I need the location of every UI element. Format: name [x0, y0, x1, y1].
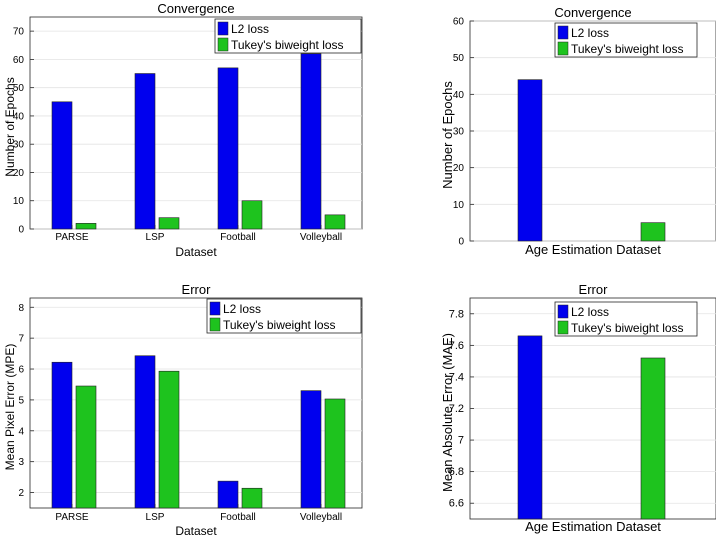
x-tick-label: Volleyball — [300, 232, 342, 243]
legend-swatch — [557, 304, 569, 319]
bar-tukey-loss — [640, 222, 666, 242]
x-tick-label: PARSE — [55, 232, 88, 243]
bar-tukey-loss-football — [241, 200, 263, 230]
chart-panel-3: 2 3 4 5 6 7 8 PARSE LSP Football Volleyball Error Da… — [3, 282, 363, 537]
legend-swatch — [557, 320, 569, 335]
chart-title: Convergence — [554, 5, 631, 20]
y-axis-label: Mean Absolute Error (MAE) — [440, 333, 455, 492]
x-tick-label: Volleyball — [300, 512, 342, 523]
y-tick-label: 7 — [458, 435, 464, 447]
legend-box — [554, 22, 698, 58]
y-tick-label: 10 — [453, 200, 465, 211]
y-tick-label: 7.6 — [449, 340, 464, 352]
y-axis-label: Number of Epochs — [440, 81, 455, 189]
y-tick-label: 10 — [13, 196, 25, 207]
y-tick-label: 4 — [18, 426, 24, 437]
bar-tukey-loss — [640, 357, 666, 520]
chart-panel-2: 0 10 20 30 40 50 60 Convergence Age Estimation D… — [440, 5, 716, 257]
legend-entry: L2 loss — [231, 22, 269, 36]
y-tick-label: 30 — [13, 140, 25, 151]
y-tick-label: 7.2 — [449, 403, 464, 415]
legend-entry: Tukey's biweight loss — [223, 318, 336, 332]
legend: L2 loss Tukey's biweight loss — [554, 22, 698, 58]
legend-box — [554, 301, 698, 337]
chart-title: Error — [579, 282, 609, 297]
x-tick-label: Football — [220, 232, 256, 243]
bar-l2-loss-volleyball — [300, 390, 322, 509]
bar-tukey-loss-lsp — [158, 217, 180, 230]
chart-title: Convergence — [157, 1, 234, 16]
y-axis-label: Mean Pixel Error (MPE) — [3, 344, 17, 471]
y-tick-label: 7.4 — [449, 371, 464, 383]
y-tick-label: 6 — [18, 365, 24, 376]
legend: L2 loss Tukey's biweight loss — [214, 18, 362, 54]
bar-tukey-loss-parse — [75, 223, 97, 230]
bar-tukey-loss-parse — [75, 385, 97, 509]
y-tick-label: 20 — [453, 163, 465, 174]
legend-box — [214, 18, 362, 54]
legend-swatch — [209, 301, 221, 316]
y-tick-label: 6.8 — [449, 466, 464, 478]
bar-l2-loss-lsp — [134, 355, 156, 509]
y-tick-label: 70 — [13, 27, 25, 38]
legend-swatch — [209, 317, 221, 332]
y-tick-label: 20 — [13, 168, 25, 179]
y-tick-label: 40 — [13, 111, 25, 122]
y-tick-label: 50 — [13, 83, 25, 94]
legend-swatch — [217, 37, 229, 52]
y-tick-label: 7.8 — [449, 308, 464, 320]
x-tick-label: Football — [220, 512, 256, 523]
y-tick-label: 60 — [453, 17, 465, 28]
legend-entry: L2 loss — [571, 26, 609, 40]
bar-tukey-loss-volleyball — [324, 214, 346, 230]
y-tick-label: 8 — [18, 303, 24, 314]
y-tick-label: 40 — [453, 90, 465, 101]
y-tick-label: 50 — [453, 53, 465, 64]
legend-swatch — [217, 21, 229, 36]
y-tick-label: 7 — [18, 334, 24, 345]
legend-entry: Tukey's biweight loss — [231, 38, 344, 52]
bar-tukey-loss-football — [241, 487, 263, 509]
bar-l2-loss-football — [217, 480, 239, 509]
x-tick-label: LSP — [146, 512, 165, 523]
bar-l2-loss-parse — [51, 101, 73, 230]
bar-l2-loss-lsp — [134, 73, 156, 230]
y-tick-label: 0 — [18, 225, 24, 236]
y-tick-label: 3 — [18, 457, 24, 468]
legend: L2 loss Tukey's biweight loss — [206, 298, 362, 334]
legend-entry: Tukey's biweight loss — [571, 321, 684, 335]
y-tick-label: 2 — [18, 488, 24, 499]
bar-tukey-loss-volleyball — [324, 398, 346, 509]
y-tick-label: 60 — [13, 55, 25, 66]
legend-entry: L2 loss — [223, 302, 261, 316]
chart-panel-1: 0 10 20 30 40 50 60 70 PARSE LSP Football Volleybal… — [3, 1, 363, 259]
bar-l2-loss — [517, 335, 543, 520]
legend-entry: Tukey's biweight loss — [571, 42, 684, 56]
legend-entry: L2 loss — [571, 305, 609, 319]
x-tick-label: PARSE — [55, 512, 88, 523]
legend: L2 loss Tukey's biweight loss — [554, 301, 698, 337]
bar-l2-loss-parse — [51, 361, 73, 509]
y-tick-label: 6.6 — [449, 498, 464, 510]
chart-panel-4: 6.6 6.8 7 7.2 7.4 7.6 7.8 Error Age Estimation D… — [440, 282, 716, 534]
y-axis-label: Number of Epochs — [3, 77, 17, 176]
x-axis-label: Dataset — [175, 245, 217, 259]
y-tick-label: 30 — [453, 127, 465, 138]
legend-box — [206, 298, 362, 334]
y-tick-label: 5 — [18, 395, 24, 406]
legend-swatch — [557, 41, 569, 56]
bar-l2-loss-football — [217, 67, 239, 230]
bar-l2-loss — [517, 79, 543, 242]
chart-title: Error — [182, 282, 212, 297]
x-tick-label: LSP — [146, 232, 165, 243]
x-axis-label: Age Estimation Dataset — [525, 519, 661, 534]
legend-swatch — [557, 25, 569, 40]
bar-l2-loss-volleyball — [300, 53, 322, 230]
x-axis-label: Age Estimation Dataset — [525, 242, 661, 257]
bar-tukey-loss-lsp — [158, 370, 180, 509]
x-axis-label: Dataset — [175, 524, 217, 537]
y-tick-label: 0 — [458, 237, 464, 248]
